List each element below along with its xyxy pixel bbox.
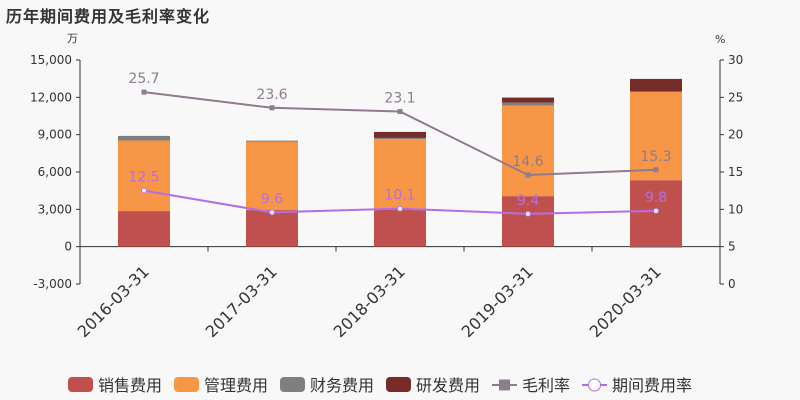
category-label: 2016-03-31 xyxy=(74,262,153,341)
legend-swatch xyxy=(386,377,411,392)
left-tick-label: -3,000 xyxy=(33,277,72,291)
category-label: 2018-03-31 xyxy=(330,262,409,341)
bar-管理费用 xyxy=(502,105,554,197)
bar-财务费用 xyxy=(246,140,298,142)
legend-marker xyxy=(588,378,601,392)
left-tick-label: 12,000 xyxy=(30,90,72,104)
point-期间费用率 xyxy=(269,209,275,216)
legend-label: 财务费用 xyxy=(310,376,374,395)
legend-label: 销售费用 xyxy=(98,376,162,395)
chart-title: 历年期间费用及毛利率变化 xyxy=(6,7,211,26)
point-期间费用率 xyxy=(397,205,403,212)
right-tick-label: 0 xyxy=(728,277,736,291)
data-label-期间费用率: 10.1 xyxy=(384,188,415,204)
right-tick-label: 20 xyxy=(728,128,743,142)
legend-label: 毛利率 xyxy=(522,376,570,395)
bar-销售费用 xyxy=(502,196,554,247)
bar-管理费用 xyxy=(246,141,298,211)
data-label-毛利率: 14.6 xyxy=(512,154,543,170)
legend-swatch xyxy=(280,377,305,392)
bar-销售费用 xyxy=(246,210,298,247)
bar-管理费用 xyxy=(374,138,426,209)
point-期间费用率 xyxy=(141,187,147,194)
right-tick-label: 15 xyxy=(728,165,743,179)
legend-label: 研发费用 xyxy=(416,376,480,395)
point-毛利率 xyxy=(141,89,147,95)
bar-研发费用 xyxy=(630,78,682,92)
legend-swatch xyxy=(174,377,199,392)
right-tick-label: 30 xyxy=(728,53,743,67)
right-tick-label: 5 xyxy=(728,240,736,254)
data-label-期间费用率: 9.6 xyxy=(261,191,283,207)
left-tick-label: 6,000 xyxy=(38,165,72,179)
category-label: 2019-03-31 xyxy=(458,262,537,341)
category-label: 2017-03-31 xyxy=(202,262,281,341)
left-tick-label: 15,000 xyxy=(30,53,72,67)
bar-销售费用 xyxy=(374,208,426,247)
bar-财务费用 xyxy=(118,135,170,141)
point-毛利率 xyxy=(269,105,275,111)
data-label-期间费用率: 12.5 xyxy=(128,170,159,186)
point-毛利率 xyxy=(525,172,531,178)
left-axis-unit: 万 xyxy=(67,32,78,45)
data-label-毛利率: 23.1 xyxy=(384,91,415,107)
data-label-期间费用率: 9.8 xyxy=(645,190,667,206)
bar-财务费用 xyxy=(374,137,426,139)
point-期间费用率 xyxy=(525,210,531,217)
data-label-毛利率: 25.7 xyxy=(128,71,159,87)
bar-研发费用 xyxy=(502,97,554,103)
bar-财务费用 xyxy=(502,102,554,106)
bar-财务费用 xyxy=(630,246,682,248)
bar-管理费用 xyxy=(630,91,682,181)
legend-label: 管理费用 xyxy=(204,376,268,395)
bar-管理费用 xyxy=(118,140,170,212)
bar-研发费用 xyxy=(374,131,426,138)
right-tick-label: 10 xyxy=(728,202,743,216)
point-毛利率 xyxy=(397,109,403,115)
legend-marker xyxy=(499,379,510,391)
legend-label: 期间费用率 xyxy=(612,376,692,395)
right-axis-unit: % xyxy=(715,33,725,46)
data-label-毛利率: 23.6 xyxy=(256,87,287,103)
point-期间费用率 xyxy=(653,207,659,214)
left-tick-label: 0 xyxy=(64,240,72,254)
legend-swatch xyxy=(68,377,93,392)
left-tick-label: 3,000 xyxy=(38,202,72,216)
left-tick-label: 9,000 xyxy=(38,128,72,142)
bar-销售费用 xyxy=(118,211,170,247)
category-label: 2020-03-31 xyxy=(586,262,665,341)
right-tick-label: 25 xyxy=(728,90,743,104)
data-label-毛利率: 15.3 xyxy=(640,149,671,165)
data-label-期间费用率: 9.4 xyxy=(517,193,539,209)
point-毛利率 xyxy=(653,167,659,173)
